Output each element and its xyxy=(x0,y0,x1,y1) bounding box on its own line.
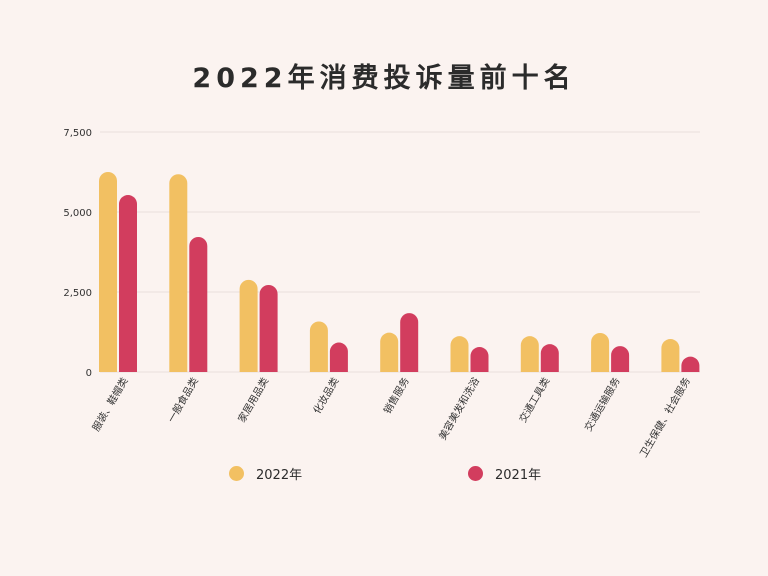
legend-item-2021: 2021年 xyxy=(468,464,541,483)
y-tick-label: 7,500 xyxy=(63,128,92,139)
legend-label-2022: 2022年 xyxy=(256,468,303,483)
x-tick-label: 化妆品类 xyxy=(310,375,341,416)
bar-2022-3 xyxy=(309,321,328,372)
y-tick-label: 2,500 xyxy=(63,288,92,299)
y-tick-label: 0 xyxy=(86,368,92,379)
bar-2022-0 xyxy=(99,172,117,372)
y-axis-ticks: 0 2,500 5,000 7,500 xyxy=(63,128,92,379)
bar-2022-5 xyxy=(450,336,469,372)
y-tick-label: 5,000 xyxy=(63,208,92,219)
x-tick-label: 交通运输服务 xyxy=(581,375,622,433)
bar-2022-6 xyxy=(520,336,539,372)
x-tick-label: 服装、鞋帽类 xyxy=(89,375,130,433)
legend-item-2022: 2022年 xyxy=(229,464,302,483)
bar-2021-6 xyxy=(540,344,559,372)
bar-2022-4 xyxy=(380,332,399,372)
bar-2021-4 xyxy=(400,313,419,372)
bar-2021-5 xyxy=(470,347,489,372)
bar-2022-1 xyxy=(169,174,188,372)
bar-2021-3 xyxy=(329,342,348,372)
bar-2022-2 xyxy=(239,279,258,372)
legend-swatch-2022 xyxy=(229,466,244,481)
chart-title: 2022年消费投诉量前十名 xyxy=(192,63,576,94)
bar-2021-0 xyxy=(119,195,137,372)
bar-2022-7 xyxy=(591,332,610,372)
bar-2021-7 xyxy=(611,346,630,372)
bar-2021-8 xyxy=(681,356,700,372)
x-tick-label: 交通工具类 xyxy=(516,375,552,425)
x-tick-label: 一般食品类 xyxy=(165,375,201,425)
x-tick-label: 卫生保健、社会服务 xyxy=(637,375,693,459)
x-tick-label: 家居用品类 xyxy=(235,375,271,425)
bars xyxy=(99,172,700,372)
legend-label-2021: 2021年 xyxy=(495,468,542,483)
x-tick-label: 美容美发和洗浴 xyxy=(436,375,482,442)
legend: 2022年 2021年 xyxy=(0,464,768,488)
bar-2021-1 xyxy=(189,236,208,372)
legend-swatch-2021 xyxy=(468,466,483,481)
bar-2021-2 xyxy=(259,284,278,372)
x-tick-label: 销售服务 xyxy=(381,375,412,416)
bar-2022-8 xyxy=(661,339,680,372)
x-axis-ticks: 服装、鞋帽类 一般食品类 家居用品类 化妆品类 销售服务 美容美发和洗浴 交通工具类 交通运输… xyxy=(89,375,693,459)
